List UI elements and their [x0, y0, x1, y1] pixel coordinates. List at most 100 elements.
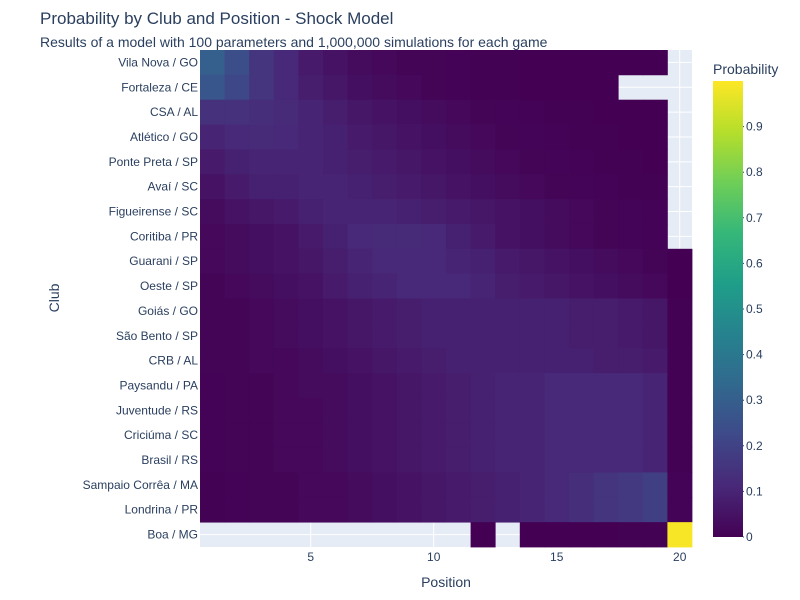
heatmap-cell: [519, 447, 545, 473]
heatmap-cell: [347, 149, 373, 175]
heatmap-cell: [396, 50, 422, 76]
heatmap-cell: [593, 248, 619, 275]
heatmap-cell: [569, 50, 594, 76]
heatmap-cell: [495, 99, 521, 125]
heatmap-cell: [446, 497, 471, 523]
colorbar-tick-label: 0.4: [746, 348, 763, 362]
heatmap-cell: [273, 174, 299, 200]
heatmap-cell: [273, 199, 299, 225]
heatmap-cell: [200, 199, 225, 225]
heatmap-cell: [224, 298, 250, 324]
heatmap-cell: [224, 397, 250, 424]
heatmap-cell: [249, 199, 275, 225]
heatmap-cell: [298, 174, 324, 200]
x-tick-labels: 5 10 15 20: [307, 550, 686, 564]
heatmap-cell: [347, 50, 373, 76]
heatmap-cell: [642, 99, 668, 125]
y-tick-label: Paysandu / PA: [120, 378, 199, 392]
heatmap-cell: [642, 472, 668, 498]
heatmap-cell: [323, 373, 348, 399]
heatmap-cell: [323, 348, 348, 374]
heatmap-cell: [544, 472, 570, 498]
y-tick-label: Oeste / SP: [140, 279, 198, 293]
heatmap-cell: [396, 397, 422, 424]
colorbar-tick-label: 0.1: [746, 484, 763, 498]
y-tick-label: Coritiba / PR: [130, 229, 198, 243]
y-tick-label: Brasil / RS: [141, 453, 198, 467]
colorbar-tick-label: 0.9: [746, 120, 763, 134]
x-tick-label: 5: [307, 550, 314, 564]
heatmap-cell: [396, 74, 422, 101]
heatmap-cell: [249, 248, 275, 275]
heatmap-cell: [323, 273, 348, 299]
colorbar-tick-label: 0.3: [746, 393, 763, 407]
heatmap-cell: [446, 223, 471, 250]
heatmap-cell: [323, 298, 348, 324]
heatmap-cell: [396, 447, 422, 473]
heatmap-cell: [618, 397, 644, 424]
heatmap-cell: [273, 373, 299, 399]
heatmap-cell: [642, 223, 668, 250]
heatmap-cell: [200, 50, 225, 76]
y-tick-label: Ponte Preta / SP: [109, 155, 198, 169]
heatmap-cell: [495, 298, 521, 324]
y-tick-label: CSA / AL: [150, 105, 198, 119]
heatmap-cell: [249, 124, 275, 150]
heatmap-cell: [519, 422, 545, 448]
heatmap-cell: [519, 174, 545, 200]
heatmap-cell: [421, 124, 447, 150]
heatmap-cell: [224, 199, 250, 225]
heatmap-cell: [323, 199, 348, 225]
heatmap-cell: [200, 99, 225, 125]
heatmap-cell: [421, 99, 447, 125]
heatmap-cell: [593, 447, 619, 473]
heatmap-cell: [372, 199, 398, 225]
heatmap-cell: [519, 248, 545, 275]
heatmap-cell: [618, 199, 644, 225]
heatmap-cell: [298, 124, 324, 150]
heatmap-cell: [544, 522, 570, 548]
heatmap-cell: [347, 298, 373, 324]
heatmap-cell: [273, 99, 299, 125]
heatmap-cell: [495, 447, 521, 473]
heatmap-cell: [347, 174, 373, 200]
heatmap-cell: [642, 298, 668, 324]
heatmap-cell: [396, 124, 422, 150]
x-tick-label: 15: [550, 550, 564, 564]
y-tick-label: Atlético / GO: [130, 130, 198, 144]
heatmap-cell: [249, 74, 275, 101]
heatmap-cell: [200, 248, 225, 275]
heatmap-cell: [273, 273, 299, 299]
heatmap-cell: [372, 348, 398, 374]
heatmap-cell: [224, 99, 250, 125]
heatmap-cell: [396, 174, 422, 200]
heatmap-cell: [470, 373, 496, 399]
heatmap-cell: [200, 323, 225, 349]
heatmap-cell: [667, 248, 693, 275]
heatmap-cell: [667, 373, 693, 399]
heatmap-cell: [421, 397, 447, 424]
heatmap-cell: [298, 248, 324, 275]
heatmap-cell: [642, 397, 668, 424]
heatmap-cell: [273, 323, 299, 349]
heatmap-cell: [618, 497, 644, 523]
heatmap-cell: [200, 472, 225, 498]
heatmap-cell: [347, 397, 373, 424]
heatmap-cell: [224, 174, 250, 200]
heatmap-cell: [323, 74, 348, 101]
heatmap-cell: [593, 348, 619, 374]
heatmap-cell: [323, 472, 348, 498]
heatmap-cell: [593, 50, 619, 76]
heatmap-cell: [224, 447, 250, 473]
heatmap-cell: [224, 223, 250, 250]
heatmap-cell: [544, 497, 570, 523]
heatmap-cell: [347, 199, 373, 225]
heatmap-cell: [470, 348, 496, 374]
y-tick-label: Juventude / RS: [116, 403, 198, 417]
y-tick-label: Guarani / SP: [129, 254, 198, 268]
heatmap-cell: [569, 447, 594, 473]
heatmap-cell: [372, 149, 398, 175]
heatmap-cell: [569, 422, 594, 448]
heatmap-cell: [618, 174, 644, 200]
heatmap-cell: [569, 497, 594, 523]
